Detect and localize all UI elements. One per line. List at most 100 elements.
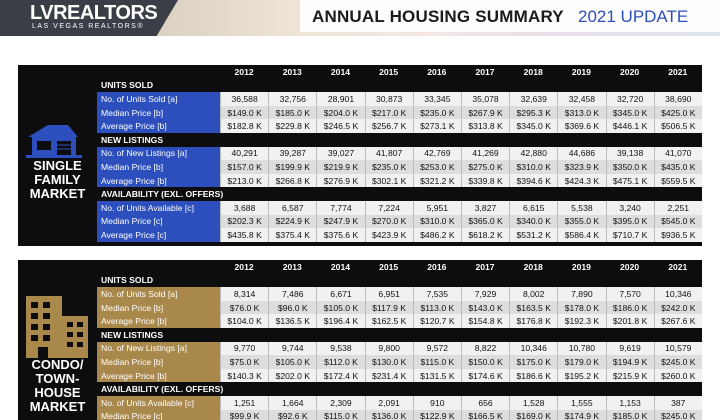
cell-value: $182.8 K (220, 119, 269, 133)
cell-value: 9,538 (316, 341, 365, 356)
cell-value: $345.0 K (509, 119, 558, 133)
cell-value: $202.3 K (220, 214, 269, 229)
table-row: Median Price [c] $202.3 K $224.9 K $247.9 K… (97, 214, 702, 229)
cell-value: 656 (460, 395, 510, 410)
cell-value: 30,873 (364, 92, 413, 106)
cell-value: 5,951 (412, 200, 461, 215)
cell-value: 7,929 (460, 287, 510, 301)
cell-value: $245.0 K (653, 409, 702, 420)
row-label: Median Price [b] (97, 300, 220, 315)
cell-value: $201.8 K (605, 314, 654, 328)
cell-value: 42,880 (509, 146, 558, 161)
condo-side: CONDO/ TOWN- HOUSE MARKET (18, 260, 97, 420)
table-row: Average Price [c] $435.8 K $375.4 K $375.6 … (97, 228, 702, 242)
cell-value: 1,528 (509, 395, 558, 410)
cell-value: $423.9 K (364, 228, 413, 242)
cell-value: 6,615 (509, 200, 558, 215)
section-title: AVAILABILITY (EXL. OFFERS) (101, 189, 224, 200)
cell-value: $172.4 K (316, 368, 365, 383)
cell-value: $192.3 K (557, 314, 606, 328)
cell-value: $321.2 K (412, 173, 461, 188)
cell-value: $105.0 K (316, 300, 365, 315)
cell-value: $136.0 K (364, 409, 413, 420)
cell-value: $340.0 K (509, 214, 558, 229)
cell-value: 9,744 (268, 341, 317, 356)
row-label: No. of Units Sold [a] (97, 92, 220, 106)
cell-value: $323.9 K (557, 160, 606, 174)
year-header: 2019 (571, 66, 591, 77)
row-label: No. of Units Sold [a] (97, 287, 220, 301)
cell-value: $115.0 K (412, 355, 461, 369)
cell-value: $247.9 K (316, 214, 365, 229)
row-label: Median Price [b] (97, 105, 220, 120)
table-row: Median Price [c] $99.9 K $92.6 K $115.0 K $1… (97, 409, 702, 420)
condo-label-1: CONDO/ (31, 357, 84, 372)
cell-value: $99.9 K (220, 409, 269, 420)
year-header: 2017 (475, 66, 495, 77)
cell-value: $166.5 K (460, 409, 510, 420)
cell-value: $242.0 K (653, 300, 702, 315)
table-row: Median Price [b] $76.0 K $96.0 K $105.0 K $1… (97, 300, 702, 315)
cell-value: $131.5 K (412, 368, 461, 383)
row-label: Average Price [b] (97, 368, 220, 383)
cell-value: 1,251 (220, 395, 269, 410)
cell-value: 7,486 (268, 287, 317, 301)
cell-value: 387 (653, 395, 702, 410)
cell-value: $395.0 K (605, 214, 654, 229)
single-family-label-2: FAMILY (34, 172, 81, 187)
cell-value: $425.0 K (653, 105, 702, 120)
cell-value: $122.9 K (412, 409, 461, 420)
year-header-row: 2012 2013 2014 2015 2016 2017 2018 2019 2020 2021 (97, 65, 702, 79)
year-header: 2013 (282, 261, 302, 272)
cell-value: 7,890 (557, 287, 606, 301)
cell-value: $115.0 K (316, 409, 365, 420)
cell-value: $76.0 K (220, 300, 269, 315)
cell-value: $273.1 K (412, 119, 461, 133)
table-row: No. of Units Sold [a] 36,588 32,756 28,901 3… (97, 92, 702, 106)
row-label: Average Price [c] (97, 228, 220, 242)
cell-value: 2,251 (653, 200, 702, 215)
cell-value: $276.9 K (316, 173, 365, 188)
cell-value: 3,827 (460, 200, 510, 215)
cell-value: 8,002 (509, 287, 558, 301)
single-family-table: 2012 2013 2014 2015 2016 2017 2018 2019 2020 2021… (97, 65, 702, 242)
cell-value: $936.5 K (653, 228, 702, 242)
table-row: Average Price [b] $182.8 K $229.8 K $246.5 … (97, 119, 702, 133)
table-row: Average Price [b] $104.0 K $136.5 K $196.4 … (97, 314, 702, 328)
table-row: Average Price [b] $213.0 K $266.8 K $276.9 … (97, 173, 702, 188)
cell-value: $618.2 K (460, 228, 510, 242)
cell-value: $163.5 K (509, 300, 558, 315)
cell-value: $313.8 K (460, 119, 510, 133)
title-backdrop (300, 0, 720, 32)
single-family-panel: SINGLE FAMILY MARKET 2012 2013 2014 2015 201… (18, 65, 702, 246)
cell-value: $446.1 K (605, 119, 654, 133)
year-header-row: 2012 2013 2014 2015 2016 2017 2018 2019 2020 2021 (97, 260, 702, 274)
single-family-label-1: SINGLE (33, 158, 82, 173)
row-label: No. of Units Available [c] (97, 200, 220, 215)
page-title-update: 2021 UPDATE (578, 7, 689, 26)
cell-value: 910 (412, 395, 461, 410)
cell-value: $267.9 K (460, 105, 510, 120)
cell-value: $217.0 K (364, 105, 413, 120)
cell-value: $369.6 K (557, 119, 606, 133)
year-header: 2014 (330, 261, 351, 272)
cell-value: $246.5 K (316, 119, 365, 133)
condo-label-3: HOUSE (34, 385, 81, 400)
cell-value: $174.6 K (460, 368, 510, 383)
cell-value: $235.0 K (364, 160, 413, 174)
cell-value: $375.6 K (316, 228, 365, 242)
section-header-row: NEW LISTINGS (97, 328, 702, 342)
row-label: Median Price [c] (97, 214, 220, 229)
cell-value: 6,671 (316, 287, 365, 301)
condo-label-4: MARKET (29, 399, 86, 414)
cell-value: $185.0 K (268, 105, 317, 120)
cell-value: 32,720 (605, 92, 654, 106)
row-label: Median Price [b] (97, 355, 220, 369)
cell-value: $169.0 K (509, 409, 558, 420)
cell-value: $113.0 K (412, 300, 461, 315)
cell-value: $92.6 K (268, 409, 317, 420)
cell-value: 10,346 (509, 341, 558, 356)
year-header: 2017 (475, 261, 495, 272)
year-header: 2018 (523, 261, 543, 272)
cell-value: $710.7 K (605, 228, 654, 242)
